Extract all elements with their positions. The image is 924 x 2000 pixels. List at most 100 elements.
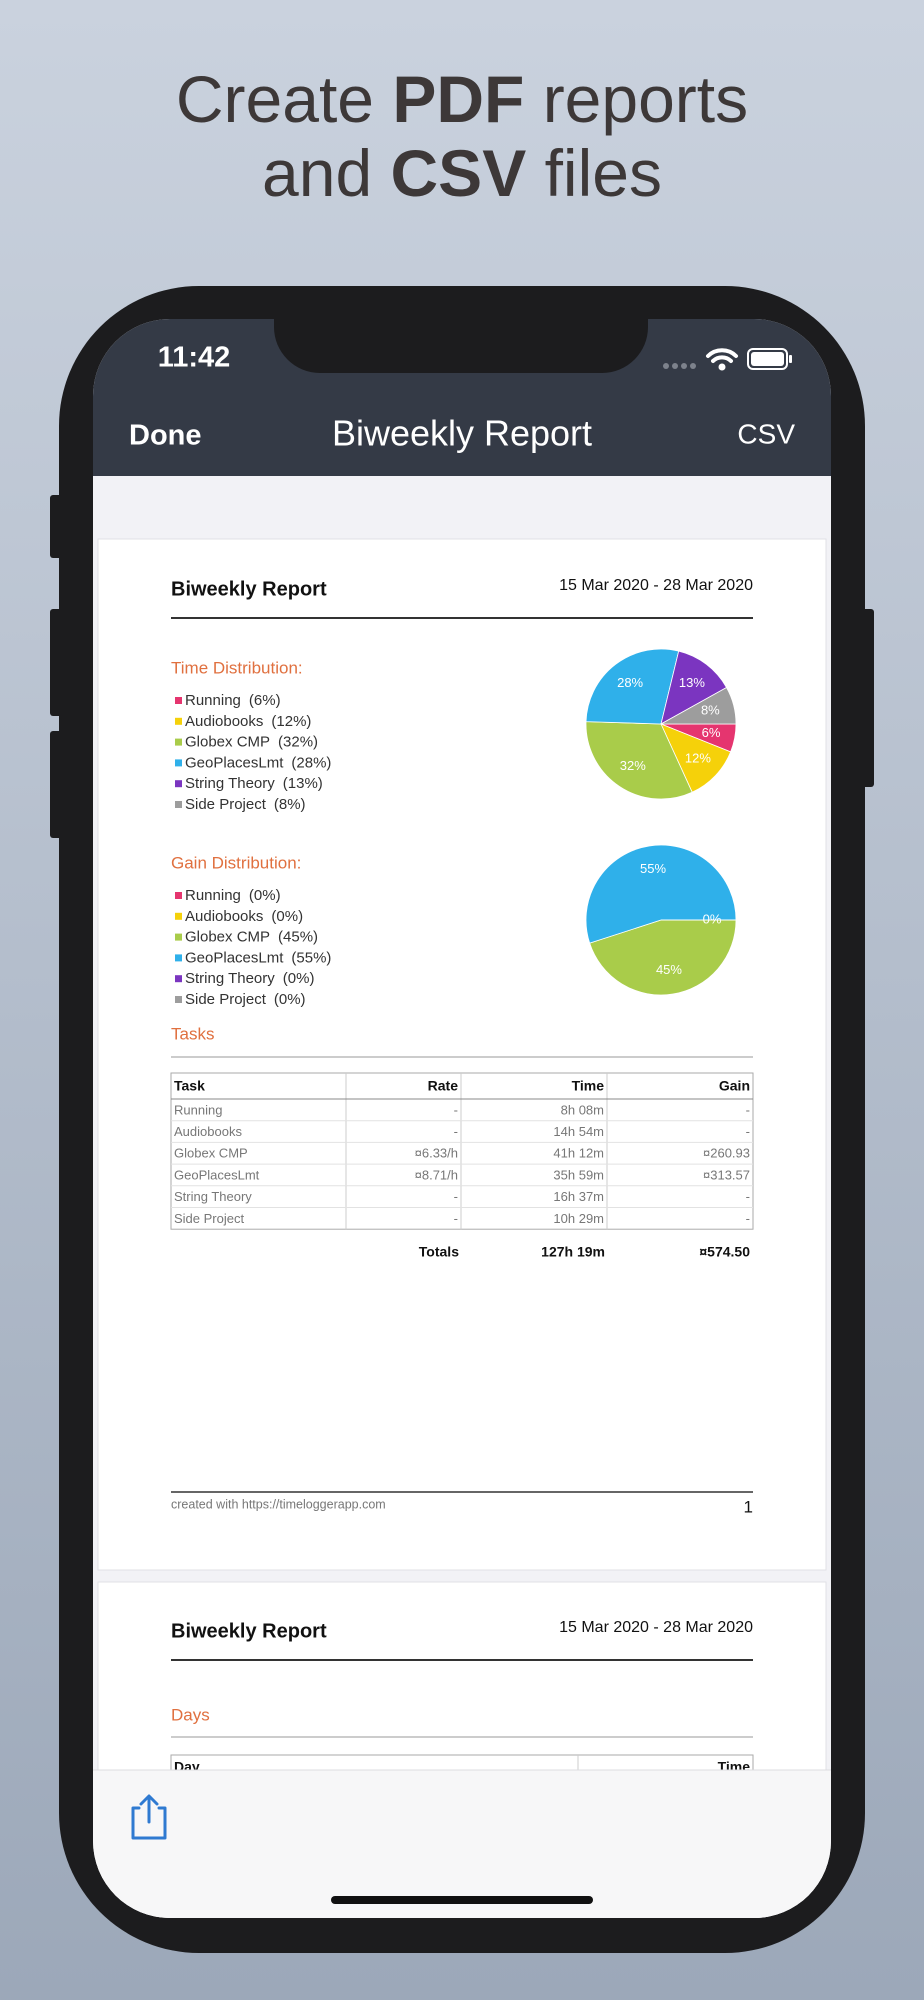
table-cell: 10h 29m (553, 1211, 604, 1226)
table-cell: ¤6.33/h (415, 1146, 458, 1161)
section-heading: Gain Distribution: (171, 853, 301, 872)
legend-item: Side Project (0%) (185, 991, 306, 1008)
share-button[interactable] (131, 1794, 167, 1840)
legend-item: Audiobooks (12%) (185, 713, 311, 730)
pie-slice (585, 721, 693, 800)
table-cell: GeoPlacesLmt (174, 1167, 260, 1182)
wifi-dot (718, 363, 726, 371)
slice-label: 6% (702, 725, 721, 740)
toolbar (93, 1770, 831, 1918)
legend-swatch (175, 780, 182, 788)
slice-label: 13% (679, 675, 705, 690)
legend-swatch (175, 738, 182, 746)
status-time: 11:42 (158, 342, 231, 374)
table-cell: 8h 08m (561, 1102, 604, 1117)
battery-tip (789, 355, 792, 363)
legend-value: (0%) (283, 970, 315, 987)
legend-swatch (175, 954, 182, 962)
headline-line1: Create PDF reports (176, 62, 748, 136)
report-content: Biweekly Report 15 Mar 2020 - 28 Mar 2020… (170, 577, 754, 1816)
table-cell: Globex CMP (174, 1146, 248, 1161)
column-header: Rate (428, 1078, 459, 1094)
legend-name: Globex CMP (185, 734, 270, 751)
column-header: Gain (719, 1078, 750, 1094)
legend-item: Globex CMP (45%) (185, 929, 318, 946)
totals-cell: Totals (419, 1244, 459, 1260)
legend-value: (6%) (249, 692, 281, 709)
column-header: Task (174, 1078, 205, 1094)
legend-swatch (175, 801, 182, 808)
legend-name: GeoPlacesLmt (185, 949, 284, 966)
legend-name: Globex CMP (185, 929, 270, 946)
legend-value: (0%) (271, 908, 303, 925)
headline-word: CSV (391, 136, 527, 210)
legend-value: (32%) (278, 734, 318, 751)
screen-content: 11:42 Done Biweekly Report CSV Biweekly … (93, 319, 831, 1918)
report-title: Biweekly Report (171, 578, 327, 600)
legend-swatch (175, 975, 182, 983)
legend-item: Globex CMP (32%) (185, 734, 318, 751)
legend-name: GeoPlacesLmt (185, 754, 284, 771)
home-indicator (331, 1896, 593, 1904)
table-cell: - (454, 1124, 458, 1139)
headline-word: Create (176, 62, 374, 136)
legend-swatch (175, 912, 182, 920)
legend-swatch (175, 933, 182, 941)
headline-line2: and CSV files (262, 136, 662, 210)
legend-swatch (175, 996, 182, 1003)
column-header: Time (572, 1078, 605, 1094)
legend-item: Running (6%) (185, 692, 281, 709)
slice-label: 12% (685, 751, 711, 766)
section-heading: Time Distribution: (171, 658, 303, 677)
table-cell: - (746, 1102, 750, 1117)
table-cell: - (454, 1102, 458, 1117)
legend-value: (13%) (283, 775, 323, 792)
legend-name: Audiobooks (185, 908, 263, 925)
done-button[interactable]: Done (129, 420, 202, 452)
legend-name: String Theory (185, 970, 275, 987)
legend-name: String Theory (185, 775, 275, 792)
legend-swatch (175, 697, 182, 704)
slice-label: 0% (703, 911, 722, 926)
wifi-icon (706, 348, 738, 363)
legend-name: Audiobooks (185, 713, 263, 730)
table-cell: 14h 54m (553, 1124, 604, 1139)
report-date: 15 Mar 2020 - 28 Mar 2020 (559, 577, 753, 594)
legend-value: (0%) (274, 991, 306, 1008)
signal (663, 363, 696, 369)
pie-slice (585, 648, 680, 725)
legend-swatch (175, 892, 182, 899)
report-date: 15 Mar 2020 - 28 Mar 2020 (559, 1619, 753, 1636)
slice-label: 45% (656, 962, 682, 977)
legend-swatch (175, 759, 182, 767)
headline-word: reports (543, 62, 748, 136)
battery-level (751, 352, 784, 366)
headline-word: PDF (392, 62, 524, 136)
legend-value: (12%) (271, 713, 311, 730)
table-cell: - (454, 1189, 458, 1204)
table-cell: - (746, 1211, 750, 1226)
table-cell: 16h 37m (553, 1189, 604, 1204)
table-cell: ¤8.71/h (415, 1167, 458, 1182)
pie-slice (660, 650, 728, 725)
slice-label: 28% (617, 675, 643, 690)
table-cell: String Theory (174, 1189, 252, 1204)
slice-label: 55% (640, 861, 666, 876)
slice-label: 8% (701, 703, 720, 718)
legend-item: Running (0%) (185, 887, 281, 904)
pie-slice (589, 919, 737, 996)
legend-item: String Theory (0%) (185, 970, 314, 987)
page-number: 1 (744, 1497, 753, 1516)
legend-value: (0%) (249, 887, 281, 904)
legend-value: (28%) (291, 754, 331, 771)
footer-credit: created with https://timeloggerapp.com (171, 1497, 386, 1511)
legend-value: (55%) (291, 949, 331, 966)
table-cell: Audiobooks (174, 1124, 242, 1139)
legend-swatch (175, 717, 182, 725)
legend-name: Running (185, 887, 241, 904)
legend-item: Audiobooks (0%) (185, 908, 303, 925)
slice-label: 32% (620, 758, 646, 773)
legend-value: (8%) (274, 796, 306, 813)
csv-button[interactable]: CSV (737, 418, 795, 449)
